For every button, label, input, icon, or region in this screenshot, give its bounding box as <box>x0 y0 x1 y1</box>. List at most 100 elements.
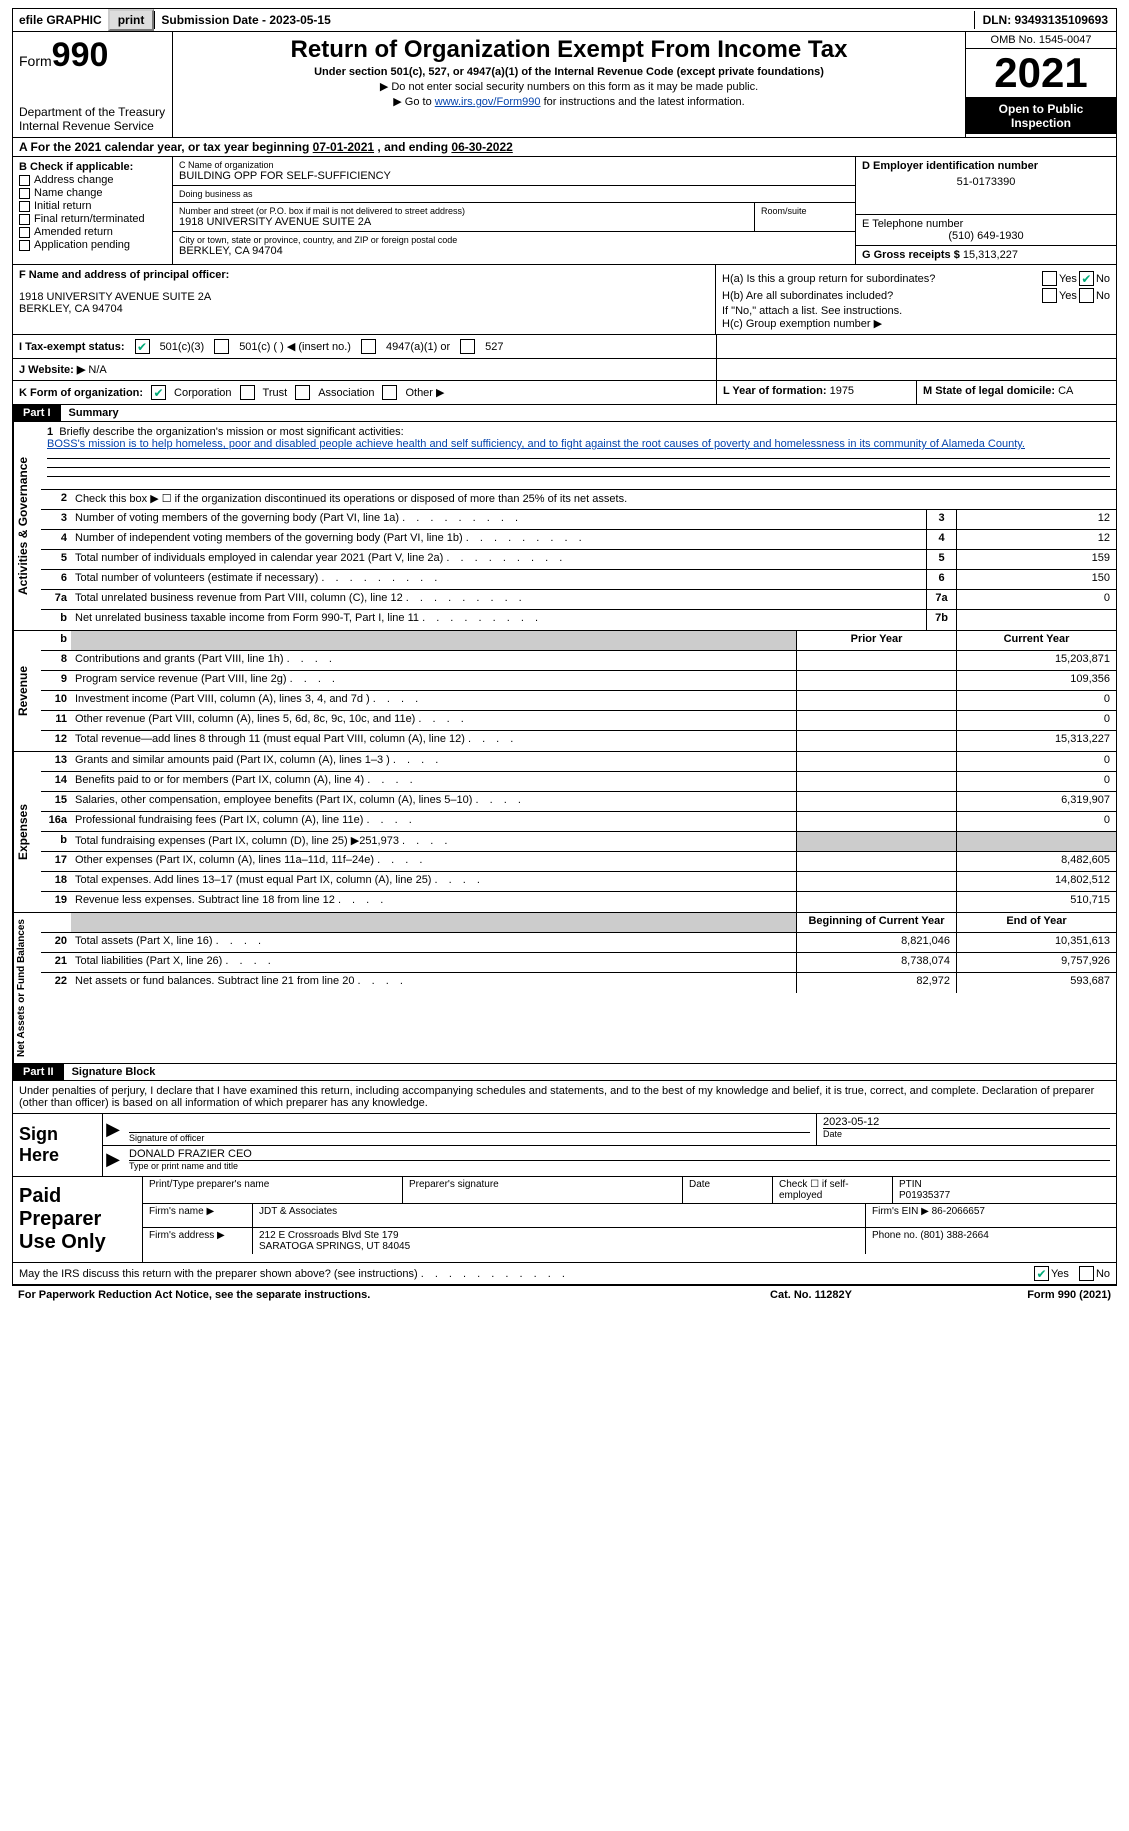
firm-name-label: Firm's name ▶ <box>143 1204 253 1227</box>
ha-no-checkbox[interactable] <box>1079 271 1094 286</box>
col-b: B Check if applicable: Address change Na… <box>13 157 173 264</box>
i-527-checkbox[interactable] <box>460 339 475 354</box>
summary-net: Net Assets or Fund Balances Beginning of… <box>12 913 1117 1064</box>
i-4947-checkbox[interactable] <box>361 339 376 354</box>
row-a-end: 06-30-2022 <box>451 140 512 154</box>
h-a-line: H(a) Is this a group return for subordin… <box>722 271 1110 286</box>
row-box: 7a <box>926 590 956 609</box>
summary-row: 20 Total assets (Part X, line 16) . . . … <box>41 933 1116 953</box>
summary-row: 22 Net assets or fund balances. Subtract… <box>41 973 1116 993</box>
current-value: 593,687 <box>956 973 1116 993</box>
row-desc: Other revenue (Part VIII, column (A), li… <box>71 711 796 730</box>
f-label: F Name and address of principal officer: <box>19 269 709 281</box>
discuss-yes-checkbox[interactable] <box>1034 1266 1049 1281</box>
chk-address-change[interactable]: Address change <box>19 174 166 186</box>
dba-label: Doing business as <box>179 189 849 199</box>
row-desc: Number of voting members of the governin… <box>71 510 926 529</box>
prior-value <box>796 812 956 831</box>
row-desc: Benefits paid to or for members (Part IX… <box>71 772 796 791</box>
k-trust-checkbox[interactable] <box>240 385 255 400</box>
row-desc: Revenue less expenses. Subtract line 18 … <box>71 892 796 912</box>
firm-addr1: 212 E Crossroads Blvd Ste 179 <box>259 1230 859 1241</box>
ha-yes-checkbox[interactable] <box>1042 271 1057 286</box>
paid-preparer-label: Paid Preparer Use Only <box>13 1177 143 1262</box>
form-num: 990 <box>52 36 109 74</box>
discuss-no-checkbox[interactable] <box>1079 1266 1094 1281</box>
side-rev: Revenue <box>13 631 41 751</box>
form-title: Return of Organization Exempt From Incom… <box>177 36 961 64</box>
summary-row: 8 Contributions and grants (Part VIII, l… <box>41 651 1116 671</box>
chk-amended[interactable]: Amended return <box>19 226 166 238</box>
footer-right: Form 990 (2021) <box>911 1289 1111 1301</box>
k-corp-checkbox[interactable] <box>151 385 166 400</box>
row-box: 6 <box>926 570 956 589</box>
city-label: City or town, state or province, country… <box>179 235 849 245</box>
header-right: OMB No. 1545-0047 2021 Open to Public In… <box>966 32 1116 137</box>
hb-yes-checkbox[interactable] <box>1042 288 1057 303</box>
ein-label: D Employer identification number <box>862 160 1110 172</box>
part1-num: Part I <box>13 405 61 421</box>
prior-value <box>796 651 956 670</box>
i-501c3-checkbox[interactable] <box>135 339 150 354</box>
footer-mid: Cat. No. 11282Y <box>711 1289 911 1301</box>
summary-row: 21 Total liabilities (Part X, line 26) .… <box>41 953 1116 973</box>
row-desc: Salaries, other compensation, employee b… <box>71 792 796 811</box>
sig-date-label: Date <box>823 1128 1110 1139</box>
col-b-label: B Check if applicable: <box>19 161 166 173</box>
k-assoc-checkbox[interactable] <box>295 385 310 400</box>
chk-initial-return[interactable]: Initial return <box>19 200 166 212</box>
ptin-label: PTIN <box>899 1179 1110 1190</box>
footer: For Paperwork Reduction Act Notice, see … <box>12 1285 1117 1304</box>
row-desc: Professional fundraising fees (Part IX, … <box>71 812 796 831</box>
checkbox-icon <box>19 240 30 251</box>
i-501c-checkbox[interactable] <box>214 339 229 354</box>
row-j-left: J Website: ▶ N/A <box>13 359 716 380</box>
omb-number: OMB No. 1545-0047 <box>966 32 1116 49</box>
ha-label: H(a) Is this a group return for subordin… <box>722 273 1040 285</box>
firm-phone-label: Phone no. <box>872 1230 918 1241</box>
sumbody-ag: 1 Briefly describe the organization's mi… <box>41 422 1116 630</box>
row-desc: Contributions and grants (Part VIII, lin… <box>71 651 796 670</box>
row-a-mid: , and ending <box>374 140 451 154</box>
m-value: CA <box>1058 385 1073 397</box>
chk-app-pending[interactable]: Application pending <box>19 239 166 251</box>
part2-num: Part II <box>13 1064 64 1080</box>
chk-name-change[interactable]: Name change <box>19 187 166 199</box>
current-value: 510,715 <box>956 892 1116 912</box>
summary-row: 11 Other revenue (Part VIII, column (A),… <box>41 711 1116 731</box>
col-h: H(a) Is this a group return for subordin… <box>716 265 1116 334</box>
prep-ptin-cell: PTIN P01935377 <box>893 1177 1116 1203</box>
summary-row: 5 Total number of individuals employed i… <box>41 550 1116 570</box>
prior-value <box>796 872 956 891</box>
mission-text: BOSS's mission is to help homeless, poor… <box>47 438 1110 450</box>
irs-link[interactable]: www.irs.gov/Form990 <box>435 96 541 108</box>
print-button[interactable]: print <box>108 9 155 31</box>
sign-here-right: ▶ Signature of officer 2023-05-12 Date ▶… <box>103 1114 1116 1176</box>
l-label: L Year of formation: <box>723 385 827 397</box>
sig-row-1: ▶ Signature of officer 2023-05-12 Date <box>103 1114 1116 1146</box>
row-desc: Total number of volunteers (estimate if … <box>71 570 926 589</box>
firm-phone-cell: Phone no. (801) 388-2664 <box>866 1228 1116 1254</box>
part1-header: Part I Summary <box>12 405 1117 422</box>
row-desc: Grants and similar amounts paid (Part IX… <box>71 752 796 771</box>
chk-final-return[interactable]: Final return/terminated <box>19 213 166 225</box>
firm-addr: 212 E Crossroads Blvd Ste 179 SARATOGA S… <box>253 1228 866 1254</box>
open-inspection: Open to Public Inspection <box>966 98 1116 134</box>
form-subtitle: Under section 501(c), 527, or 4947(a)(1)… <box>177 66 961 78</box>
dln: DLN: 93493135109693 <box>974 11 1116 29</box>
current-value: 0 <box>956 812 1116 831</box>
note2-post: for instructions and the latest informat… <box>541 96 745 108</box>
h-b-line: H(b) Are all subordinates included? Yes … <box>722 288 1110 303</box>
hb-no-checkbox[interactable] <box>1079 288 1094 303</box>
row-desc: Total revenue—add lines 8 through 11 (mu… <box>71 731 796 751</box>
dept-treasury: Department of the Treasury <box>19 105 166 119</box>
summary-rev: Revenue b Prior Year Current Year 8 Cont… <box>12 631 1117 752</box>
summary-row: 10 Investment income (Part VIII, column … <box>41 691 1116 711</box>
prior-value <box>796 752 956 771</box>
f-addr2: BERKLEY, CA 94704 <box>19 303 709 315</box>
row-a-tax-year: A For the 2021 calendar year, or tax yea… <box>12 138 1117 157</box>
row-i-right <box>716 335 1116 358</box>
row-desc: Net unrelated business taxable income fr… <box>71 610 926 630</box>
paid-preparer-block: Paid Preparer Use Only Print/Type prepar… <box>12 1177 1117 1263</box>
k-other-checkbox[interactable] <box>382 385 397 400</box>
